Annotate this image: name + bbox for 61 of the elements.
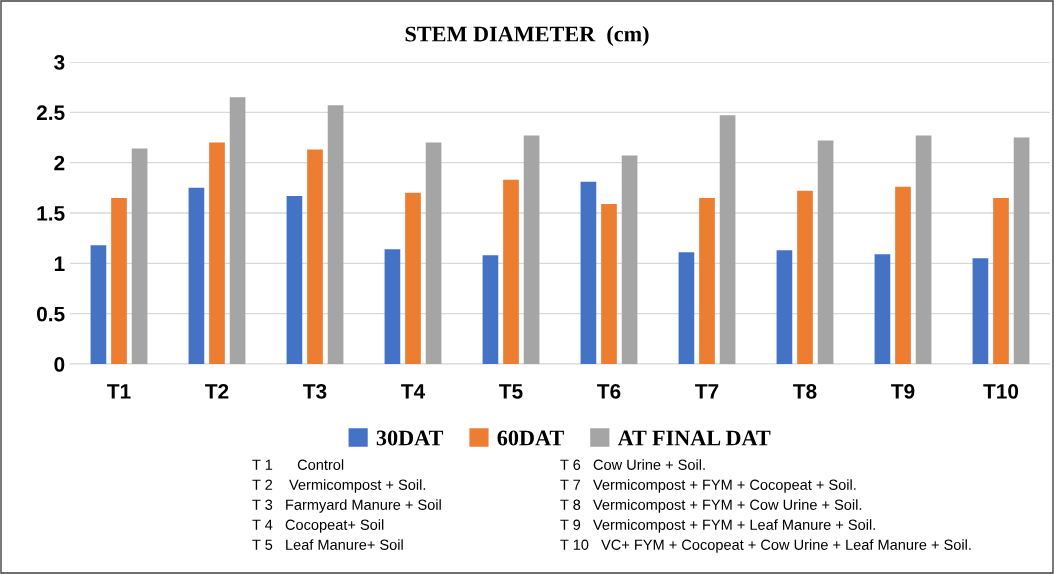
- text: T 2 Vermicompost + Soil.: [252, 479, 426, 493]
- y-tick-label: 1: [54, 256, 65, 271]
- y-tick-label: 2.5: [36, 105, 65, 121]
- text: T 3 Farmyard Manure + Soil: [252, 499, 441, 513]
- text: T 9 Vermicompost + FYM + Leaf Manure + Soil.: [560, 519, 875, 533]
- x-tick-label: T5: [499, 384, 523, 399]
- bar: [286, 195, 303, 364]
- bar: [699, 197, 715, 364]
- text: T 1 Control: [252, 459, 344, 470]
- text: T 6 Cow Urine + Soil.: [560, 459, 705, 470]
- bar: [425, 142, 442, 364]
- bar: [895, 186, 911, 364]
- bar: [719, 115, 736, 364]
- bar: [327, 105, 344, 364]
- x-tick-label: T1: [107, 384, 131, 399]
- bar: [482, 255, 499, 364]
- x-tick-label: T2: [205, 383, 229, 399]
- y-tick-label: 0: [54, 357, 65, 372]
- x-tick-label: T7: [695, 384, 719, 399]
- bar: [90, 245, 107, 364]
- legend-label: 30DAT: [376, 430, 444, 446]
- y-tick-label: 2: [54, 155, 65, 171]
- bar: [1013, 137, 1030, 364]
- bar: [776, 250, 793, 364]
- text: T 5 Leaf Manure+ Soil: [252, 539, 403, 550]
- bar: [209, 142, 225, 364]
- bar: [993, 197, 1009, 364]
- y-tick-label: 3: [54, 55, 65, 70]
- bar: [621, 155, 638, 364]
- bar: [874, 254, 891, 364]
- bar: [405, 192, 421, 364]
- bar: [307, 149, 323, 364]
- bar: [972, 258, 989, 364]
- bar: [111, 197, 127, 364]
- bar: [188, 187, 205, 364]
- bar: [503, 179, 519, 364]
- x-tick-label: T10: [983, 383, 1019, 399]
- text: T 8 Vermicompost + FYM + Cow Urine + Soil.: [560, 499, 862, 513]
- y-tick-label: 0.5: [37, 306, 65, 322]
- bar: [797, 190, 813, 364]
- x-tick-label: T9: [891, 383, 915, 399]
- text: T 10 VC+ FYM + Cocopeat + Cow Urine + Leaf Manure + Soil.: [560, 539, 971, 553]
- legend-label: AT FINAL DAT: [617, 430, 771, 446]
- x-tick-label: T8: [793, 383, 817, 399]
- bar: [131, 148, 148, 364]
- bar: [915, 135, 932, 364]
- x-tick-label: T6: [597, 383, 621, 399]
- x-tick-label: T4: [401, 384, 426, 399]
- y-tick-label: 1.5: [37, 206, 65, 221]
- legend-label: 60DAT: [497, 430, 564, 446]
- chart-title: STEM DIAMETER (cm): [405, 25, 649, 47]
- text: T 4 Cocopeat+ Soil: [252, 519, 384, 533]
- bar: [601, 203, 617, 364]
- bar: [229, 97, 246, 364]
- text: T 7 Vermicompost + FYM + Cocopeat + Soil.: [560, 479, 856, 493]
- x-tick-label: T3: [303, 383, 327, 399]
- bar: [523, 135, 540, 364]
- bar: [580, 181, 597, 364]
- bar: [384, 249, 401, 364]
- bar: [817, 140, 834, 364]
- bar: [678, 252, 695, 364]
